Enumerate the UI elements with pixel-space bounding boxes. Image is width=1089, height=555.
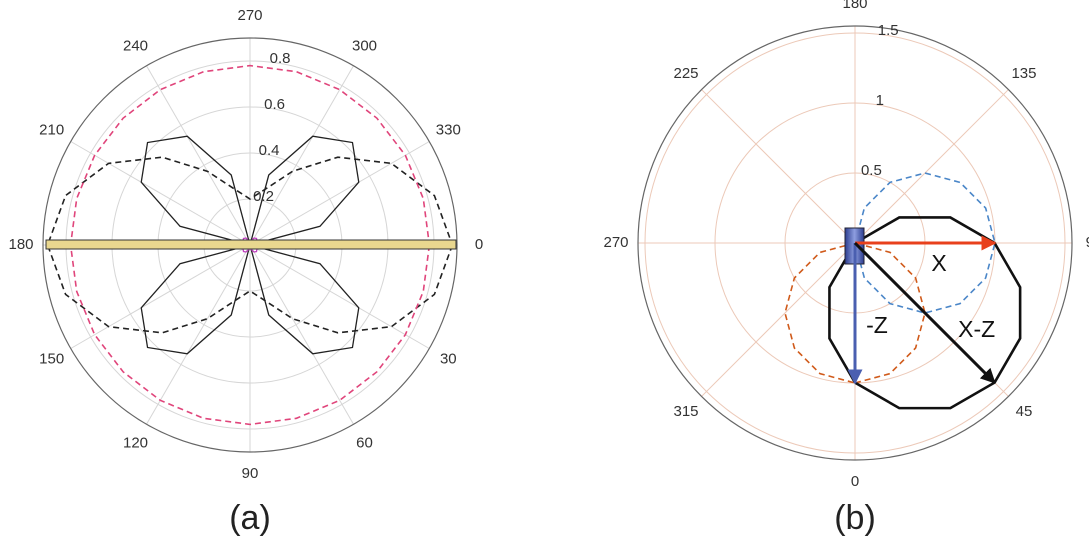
theta-tick-label: 90 bbox=[1086, 234, 1089, 251]
overlay: X-Z X-Z bbox=[45, 227, 997, 385]
theta-tick-label: 210 bbox=[39, 121, 64, 138]
theta-tick-label: 60 bbox=[356, 434, 373, 451]
series-line bbox=[784, 242, 926, 384]
arrow-label: X bbox=[931, 250, 946, 276]
series-line bbox=[854, 172, 996, 314]
theta-tick-label: 240 bbox=[123, 38, 148, 55]
theta-tick-label: 300 bbox=[352, 38, 377, 55]
r-tick-label: 0.8 bbox=[270, 50, 291, 67]
spoke bbox=[146, 65, 251, 246]
spoke bbox=[701, 242, 856, 397]
spoke bbox=[70, 141, 251, 246]
spoke bbox=[70, 244, 251, 349]
r-tick-label: 1 bbox=[876, 92, 884, 109]
theta-tick-label: 150 bbox=[39, 350, 64, 367]
arrow bbox=[853, 241, 996, 384]
panel-title: (a) bbox=[229, 499, 271, 537]
spoke bbox=[249, 65, 354, 246]
r-tick-label: 0.4 bbox=[259, 142, 280, 159]
spoke bbox=[701, 89, 856, 244]
outer-ring bbox=[42, 37, 458, 453]
outer-ring bbox=[637, 25, 1073, 461]
theta-tick-label: 45 bbox=[1016, 403, 1033, 420]
theta-tick-label: 135 bbox=[1011, 65, 1036, 82]
theta-tick-label: 315 bbox=[673, 403, 698, 420]
spoke bbox=[249, 244, 430, 349]
arrow-label: X-Z bbox=[958, 316, 995, 342]
panel-title: (b) bbox=[834, 499, 876, 537]
grid-ring bbox=[644, 32, 1066, 454]
theta-tick-label: 180 bbox=[8, 236, 33, 253]
theta-tick-label: 225 bbox=[673, 65, 698, 82]
theta-tick-label: 270 bbox=[603, 234, 628, 251]
theta-tick-label: 0 bbox=[851, 473, 859, 490]
theta-tick-label: 90 bbox=[242, 465, 259, 482]
spoke bbox=[249, 141, 430, 246]
spoke bbox=[854, 89, 1009, 244]
r-tick-label: 1.5 bbox=[878, 22, 899, 39]
series-line bbox=[828, 216, 1022, 410]
theta-tick-label: 180 bbox=[842, 0, 867, 12]
r-tick-label: 0.5 bbox=[861, 162, 882, 179]
theta-tick-label: 30 bbox=[440, 350, 457, 367]
r-tick-label: 0.6 bbox=[264, 96, 285, 113]
theta-tick-label: 270 bbox=[237, 7, 262, 24]
spoke bbox=[249, 244, 354, 425]
theta-tick-label: 330 bbox=[436, 121, 461, 138]
theta-tick-label: 120 bbox=[123, 434, 148, 451]
rod bbox=[45, 239, 457, 250]
arrow-label: -Z bbox=[866, 312, 888, 338]
spoke bbox=[146, 244, 251, 425]
theta-tick-label: 0 bbox=[475, 236, 483, 253]
